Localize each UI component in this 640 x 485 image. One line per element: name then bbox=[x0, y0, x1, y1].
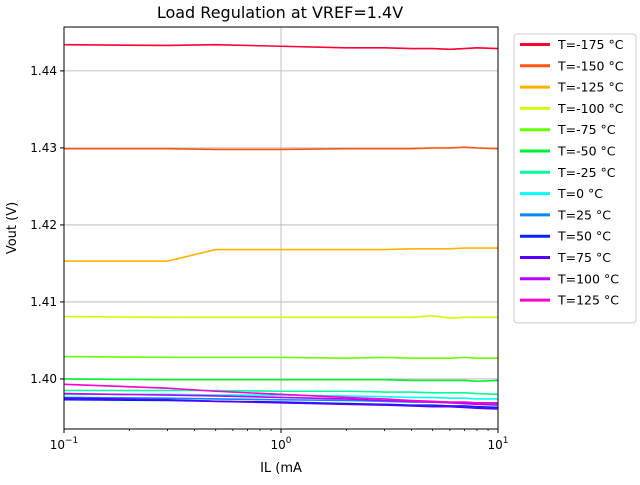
legend: T=-175 °C T=-150 °C T=-125 °C T=-100 °C T=-7… bbox=[513, 33, 637, 324]
series-line-0 bbox=[63, 43, 499, 51]
chart-title: Load Regulation at VREF=1.4V bbox=[157, 3, 403, 22]
legend-label: T=-125 °C bbox=[557, 80, 624, 95]
y-axis-label: Vout (V) bbox=[5, 202, 20, 254]
legend-label: T=-100 °C bbox=[557, 101, 624, 116]
plot-series bbox=[63, 43, 499, 410]
x-tick-label: 101 bbox=[487, 436, 508, 452]
y-tick-label: 1.40 bbox=[30, 372, 57, 386]
series-line-12 bbox=[63, 383, 498, 404]
x-axis-label: IL (mA bbox=[260, 461, 302, 476]
legend-label: T=-75 °C bbox=[557, 122, 616, 137]
legend-label: T=-175 °C bbox=[557, 37, 624, 52]
x-tick-label: 10−1 bbox=[50, 436, 79, 452]
series-line-11 bbox=[63, 392, 499, 406]
grid bbox=[63, 27, 499, 429]
y-tick-label: 1.41 bbox=[30, 295, 57, 309]
legend-label: T=25 °C bbox=[557, 207, 611, 222]
y-tick-label: 1.43 bbox=[30, 141, 57, 155]
legend-label: T=125 °C bbox=[557, 293, 619, 308]
legend-label: T=50 °C bbox=[557, 229, 611, 244]
series-line-10 bbox=[63, 397, 499, 410]
x-tick-label: 100 bbox=[270, 436, 291, 452]
legend-label: T=-50 °C bbox=[557, 144, 616, 159]
series-line-4 bbox=[63, 355, 498, 359]
legend-label: T=-25 °C bbox=[557, 165, 616, 180]
series-line-3 bbox=[63, 314, 498, 319]
legend-box bbox=[513, 33, 637, 324]
y-tick-label: 1.44 bbox=[30, 64, 57, 78]
legend-label: T=100 °C bbox=[557, 271, 619, 286]
y-tick-label: 1.42 bbox=[30, 218, 57, 232]
legend-label: T=75 °C bbox=[557, 250, 611, 265]
legend-label: T=0 °C bbox=[557, 186, 603, 201]
series-line-2 bbox=[64, 247, 498, 262]
legend-label: T=-150 °C bbox=[557, 58, 624, 73]
series-line-1 bbox=[64, 146, 499, 151]
axis-ticks: 1.40 1.41 1.42 1.43 1.44 10−1 100 101 bbox=[30, 64, 508, 452]
series-line-5 bbox=[63, 378, 499, 383]
